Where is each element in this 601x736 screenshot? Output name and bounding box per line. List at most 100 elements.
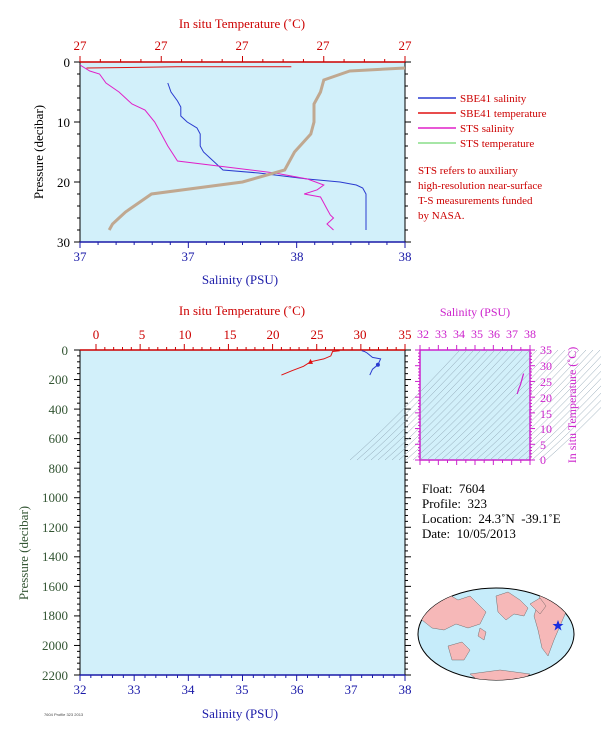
density-contour [356, 349, 468, 461]
density-contour [454, 349, 566, 461]
density-contour [538, 399, 601, 461]
top-temp-tick-label: 27 [155, 38, 169, 53]
ts-sal-tick-label: 34 [453, 327, 465, 341]
top-sal-tick-labels: 37 37 38 38 [74, 249, 412, 264]
density-contour [468, 349, 580, 461]
sts-note-line: T-S measurements funded [418, 195, 533, 207]
bottom-pressure-tick-label: 200 [49, 372, 69, 387]
bottom-sal-tick-label: 35 [236, 682, 249, 697]
top-sal-tick-label: 38 [291, 249, 304, 264]
sts-note-line: by NASA. [418, 210, 465, 222]
density-contour [419, 349, 531, 461]
bottom-pressure-tick-label: 400 [49, 402, 69, 417]
density-contour [503, 363, 601, 461]
density-contour [426, 349, 538, 461]
ts-sal-axis-title: Salinity (PSU) [440, 305, 510, 319]
bottom-temp-tick-label: 30 [354, 327, 367, 342]
bottom-pressure-axis-title: Pressure (decibar) [16, 506, 31, 600]
density-contour [475, 349, 587, 461]
ts-temp-tick-label: 5 [540, 438, 546, 452]
bottom-temp-tick-label: 15 [224, 327, 237, 342]
ts-sal-tick-label: 36 [488, 327, 500, 341]
density-contour [391, 349, 503, 461]
bottom-temp-tick-label: 10 [179, 327, 192, 342]
density-contour [496, 356, 601, 461]
float-id: Float: 7604 [422, 481, 485, 496]
legend-label: STS temperature [460, 138, 534, 150]
top-panel-ticks [74, 56, 411, 248]
top-pressure-tick-label: 20 [57, 175, 70, 190]
bottom-panel-ticks [74, 344, 411, 681]
density-contour [517, 378, 601, 461]
ts-temp-tick-label: 35 [540, 343, 552, 357]
ts-series [516, 373, 525, 395]
ts-panel-ticks [415, 345, 535, 465]
sts-note-line: high-resolution near-surface [418, 180, 542, 192]
density-contour [545, 407, 601, 461]
world-map [417, 587, 575, 681]
float-info: Float: 7604 Profile: 323 Location: 24.3˚… [422, 481, 561, 541]
location: Location: 24.3˚N -39.1˚E [422, 511, 561, 526]
ts-temp-tick-labels: 0 5 10 15 20 25 30 35 [540, 343, 552, 467]
density-contour [377, 349, 489, 461]
bottom-pressure-tick-label: 2200 [42, 668, 68, 683]
bottom-temp-axis-title: In situ Temperature (˚C) [179, 303, 305, 318]
ts-sal-tick-label: 38 [524, 327, 536, 341]
density-contour [531, 392, 601, 461]
density-contour [412, 349, 524, 461]
ts-sal-tick-label: 35 [471, 327, 483, 341]
profile-number: Profile: 323 [422, 496, 487, 511]
density-contour [482, 349, 594, 461]
bottom-pressure-tick-labels: 0 200 400 600 800 1000 1200 1400 1600 18… [42, 343, 68, 683]
density-contour [370, 349, 482, 461]
ts-panel-series [516, 373, 525, 395]
bottom-sal-axis-title: Salinity (PSU) [202, 706, 278, 721]
density-contour [440, 349, 552, 461]
top-temp-tick-label: 27 [74, 38, 88, 53]
sts-note: STS refers to auxiliary high-resolution … [418, 165, 542, 222]
ts-temp-tick-label: 15 [540, 407, 552, 421]
bottom-sal-tick-label: 33 [128, 682, 141, 697]
series-sts-salinity [79, 64, 335, 231]
bottom-pressure-tick-label: 1800 [42, 608, 68, 623]
ts-temp-tick-label: 0 [540, 453, 546, 467]
bottom-temp-tick-label: 0 [93, 327, 100, 342]
top-temp-tick-label: 27 [236, 38, 250, 53]
ts-density-contours [349, 349, 601, 461]
top-sal-tick-label: 38 [399, 249, 412, 264]
bottom-temp-tick-label: 20 [267, 327, 280, 342]
legend-label: STS salinity [460, 123, 515, 135]
ts-sal-tick-label: 37 [506, 327, 518, 341]
bottom-sal-tick-label: 37 [345, 682, 359, 697]
series-sts-temperature [107, 66, 406, 231]
bottom-sal-tick-label: 36 [291, 682, 305, 697]
bottom-sal-tick-labels: 32 33 34 35 36 37 38 [74, 682, 412, 697]
bottom-pressure-tick-label: 0 [62, 343, 69, 358]
density-contour [510, 370, 601, 461]
bottom-sal-tick-label: 34 [182, 682, 196, 697]
density-contour [398, 349, 510, 461]
bottom-pressure-tick-label: 2000 [42, 638, 68, 653]
top-temp-tick-label: 27 [399, 38, 413, 53]
ts-temp-tick-label: 30 [540, 359, 552, 373]
series-sbe41-temperature [281, 350, 340, 376]
density-contour [489, 349, 601, 461]
top-sal-tick-label: 37 [182, 249, 196, 264]
bottom-sal-tick-label: 38 [399, 682, 412, 697]
ts-plot-area [419, 349, 531, 461]
top-panel: In situ Temperature (˚C) 27 27 27 27 27 … [31, 16, 547, 287]
ts-sal-tick-label: 32 [417, 327, 429, 341]
density-contour [349, 349, 461, 461]
bottom-sal-tick-label: 32 [74, 682, 87, 697]
legend-label: SBE41 temperature [460, 108, 547, 120]
series-sbe41-salinity [361, 350, 382, 376]
series-sbe41-temperature [86, 66, 292, 69]
top-plot-area [79, 61, 406, 243]
bottom-temp-tick-labels: 0 5 10 15 20 25 30 35 [93, 327, 412, 342]
bottom-pressure-tick-label: 1600 [42, 579, 68, 594]
ts-temp-tick-label: 25 [540, 375, 552, 389]
top-temp-tick-labels: 27 27 27 27 27 [74, 38, 413, 53]
bottom-panel: In situ Temperature (˚C) 0 5 10 15 20 25… [16, 303, 412, 721]
bottom-pressure-tick-label: 1000 [42, 490, 68, 505]
